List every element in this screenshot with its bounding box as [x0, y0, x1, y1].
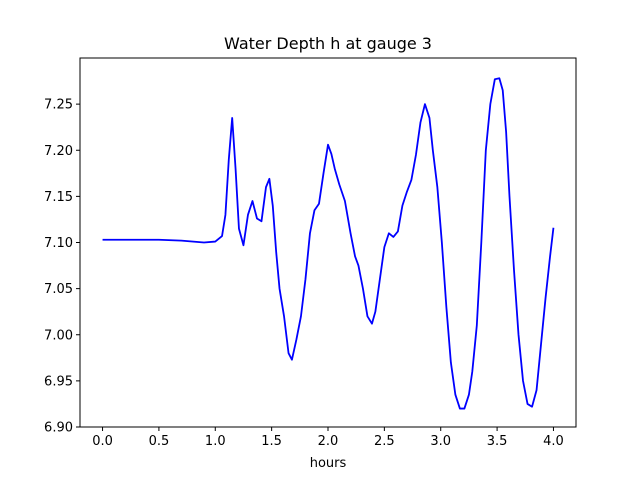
x-tick-label: 3.5 — [487, 434, 508, 449]
x-tick-label: 3.0 — [430, 434, 451, 449]
x-tick-label: 1.0 — [205, 434, 226, 449]
y-tick-label: 7.20 — [44, 144, 73, 159]
x-tick-label: 2.0 — [318, 434, 339, 449]
series-line-0 — [102, 77, 555, 410]
y-tick-label: 7.00 — [44, 328, 73, 343]
x-tick-label: 0.5 — [149, 434, 170, 449]
y-tick-label: 6.90 — [44, 421, 73, 436]
chart-title: Water Depth h at gauge 3 — [224, 34, 432, 53]
x-axis-ticks: 0.0 0.5 1.0 1.5 2.0 2.5 3.0 3.5 4.0 — [92, 427, 564, 449]
y-tick-label: 7.05 — [44, 282, 73, 297]
x-tick-label: 2.5 — [374, 434, 395, 449]
series-layer — [102, 77, 555, 410]
y-tick-label: 6.95 — [44, 374, 73, 389]
x-axis-label: hours — [310, 456, 347, 471]
y-axis-ticks: 6.90 6.95 7.00 7.05 7.10 7.15 7.20 7.25 — [44, 98, 80, 436]
y-tick-label: 7.15 — [44, 190, 73, 205]
x-tick-label: 1.5 — [261, 434, 282, 449]
y-tick-label: 7.25 — [44, 98, 73, 113]
x-tick-label: 4.0 — [543, 434, 564, 449]
y-tick-label: 7.10 — [44, 236, 73, 251]
x-tick-label: 0.0 — [92, 434, 113, 449]
